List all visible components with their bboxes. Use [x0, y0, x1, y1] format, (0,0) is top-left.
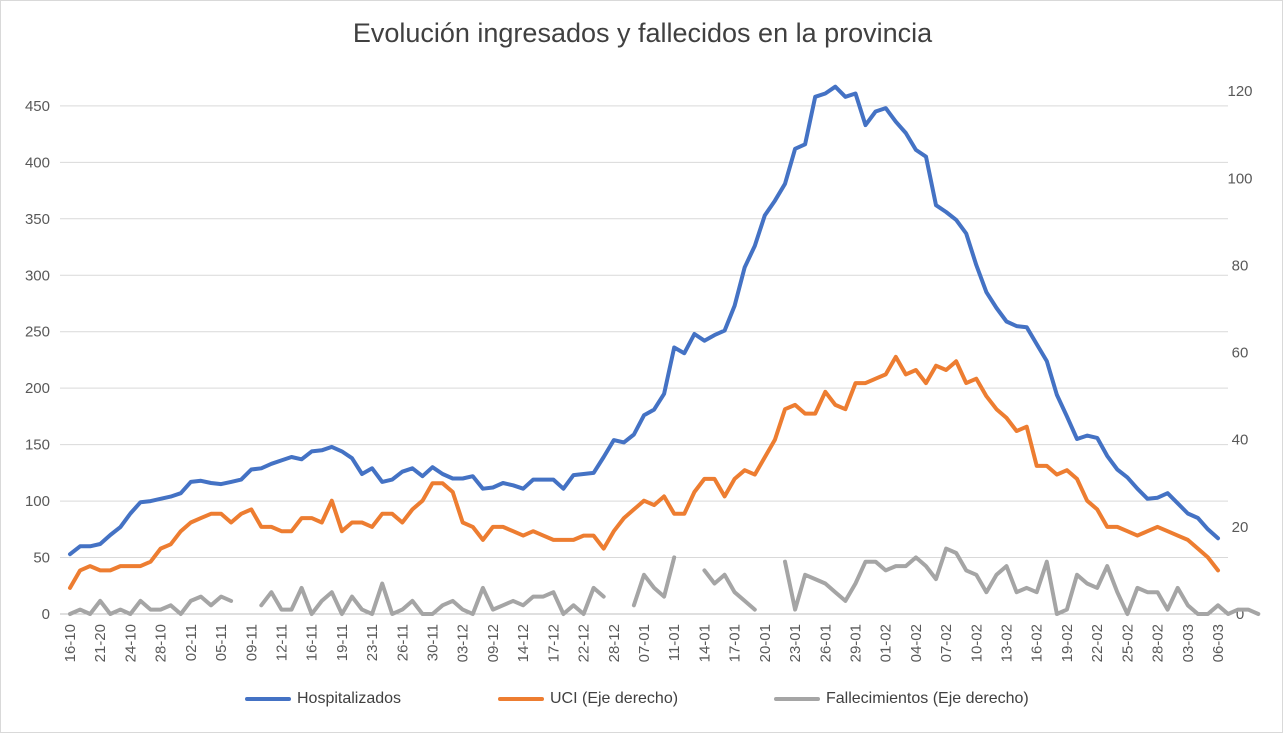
legend-label-fallecimientos: Fallecimientos (Eje derecho) [826, 690, 1029, 707]
x-tick-label: 03-03 [1180, 624, 1197, 662]
x-tick-label: 06-03 [1210, 624, 1227, 662]
x-axis: 16-10 21-20 24-10 28-10 02-11 05-11 09-11 12-11… [60, 613, 1228, 662]
x-tick-label: 29-01 [847, 624, 864, 662]
x-tick-label: 23-01 [787, 624, 804, 662]
x-tick-label: 11-01 [666, 624, 683, 661]
legend-item-uci[interactable]: UCI (Eje derecho) [498, 690, 678, 708]
right-tick-label: 40 [1232, 432, 1249, 449]
x-tick-label: 14-12 [515, 624, 532, 662]
right-tick-label: 0 [1236, 606, 1244, 623]
left-tick-label: 250 [25, 324, 50, 341]
x-tick-label: 19-02 [1059, 624, 1076, 662]
legend-item-hospitalizados[interactable]: Hospitalizados [245, 690, 401, 708]
x-tick-label: 01-02 [878, 624, 895, 662]
legend-label-uci: UCI (Eje derecho) [550, 690, 679, 707]
left-axis: 0 50 100 150 200 250 300 350 400 450 [25, 98, 50, 623]
x-tick-label: 07-02 [938, 624, 955, 662]
x-tick-label: 19-11 [334, 624, 351, 661]
legend-item-fallecimientos[interactable]: Fallecimientos (Eje derecho) [774, 690, 1029, 708]
x-tick-label: 09-11 [243, 624, 260, 661]
left-tick-label: 300 [25, 267, 50, 284]
right-tick-label: 80 [1232, 257, 1249, 274]
x-tick-label: 26-11 [394, 624, 411, 661]
right-tick-label: 20 [1232, 519, 1249, 536]
right-tick-label: 60 [1232, 345, 1249, 362]
left-tick-label: 150 [25, 437, 50, 454]
x-tick-label: 20-01 [757, 624, 774, 662]
legend: Hospitalizados UCI (Eje derecho) Falleci… [0, 690, 1285, 714]
x-tick-label: 26-01 [817, 624, 834, 662]
legend-swatch-uci [498, 697, 544, 701]
x-tick-label: 14-01 [696, 624, 713, 662]
left-tick-label: 200 [25, 380, 50, 397]
left-tick-label: 350 [25, 211, 50, 228]
series-line-uci [68, 354, 1220, 590]
left-tick-label: 450 [25, 98, 50, 115]
x-tick-label: 24-10 [122, 624, 139, 662]
left-tick-label: 100 [25, 493, 50, 510]
legend-swatch-fallecimientos [774, 697, 820, 701]
series-line-fallecimientos [68, 546, 1261, 616]
left-tick-label: 400 [25, 154, 50, 171]
legend-swatch-hospitalizados [245, 697, 291, 701]
x-tick-label: 21-20 [92, 624, 109, 662]
x-tick-label: 22-02 [1089, 624, 1106, 662]
x-tick-label: 17-12 [545, 624, 562, 662]
right-tick-label: 100 [1227, 170, 1252, 187]
x-tick-label: 12-11 [273, 624, 290, 661]
x-tick-label: 22-12 [576, 624, 593, 662]
series-line-hospitalizados [68, 84, 1220, 557]
x-tick-label: 07-01 [636, 624, 653, 662]
x-tick-label: 04-02 [908, 624, 925, 662]
right-tick-label: 120 [1227, 83, 1252, 100]
x-tick-label: 28-02 [1150, 624, 1167, 662]
x-tick-label: 09-12 [485, 624, 502, 662]
x-tick-label: 17-01 [727, 624, 744, 662]
x-tick-label: 28-12 [606, 624, 623, 662]
gridlines [60, 105, 1228, 559]
right-axis: 0 20 40 60 80 100 120 [1227, 83, 1252, 623]
x-tick-label: 30-11 [425, 624, 442, 661]
x-tick-label: 03-12 [455, 624, 472, 662]
x-tick-label: 05-11 [213, 624, 230, 661]
chart-title: Evolución ingresados y fallecidos en la … [352, 18, 933, 48]
series-lines [68, 84, 1261, 616]
x-tick-label: 23-11 [364, 624, 381, 661]
x-tick-label: 16-10 [62, 624, 79, 662]
x-tick-label: 16-11 [304, 624, 321, 661]
x-tick-label: 28-10 [153, 624, 170, 662]
x-tick-label: 10-02 [968, 624, 985, 662]
left-tick-label: 50 [33, 550, 50, 567]
legend-label-hospitalizados: Hospitalizados [297, 690, 402, 707]
left-tick-label: 0 [42, 606, 50, 623]
x-tick-label: 25-02 [1119, 624, 1136, 662]
x-tick-label: 16-02 [1029, 624, 1046, 662]
x-tick-label: 02-11 [183, 624, 200, 661]
x-tick-label: 13-02 [999, 624, 1016, 662]
